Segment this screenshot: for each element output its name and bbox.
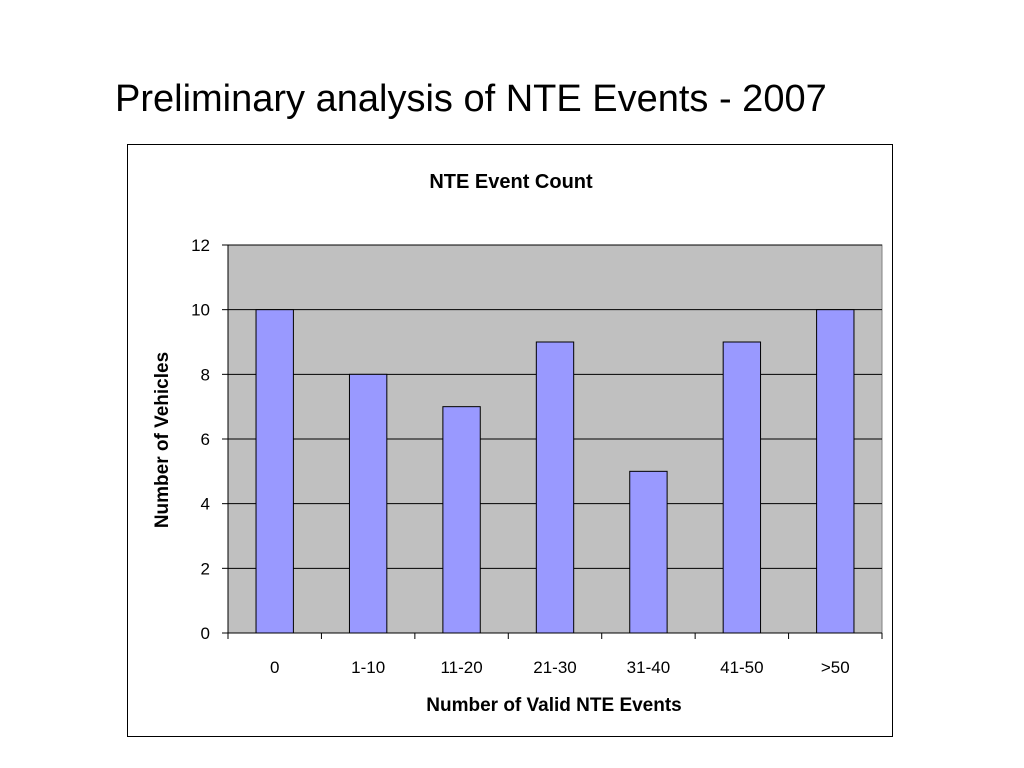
y-tick-labels: 0 2 4 6 8 10 12 <box>191 236 210 643</box>
x-tick-label: >50 <box>821 658 850 677</box>
y-tick-label: 6 <box>201 430 210 449</box>
bar-41-50 <box>722 341 762 634</box>
y-tick-label: 12 <box>191 236 210 255</box>
x-tick-label: 21-30 <box>533 658 576 677</box>
y-tick-label: 4 <box>201 495 210 514</box>
bar->50 <box>816 309 855 634</box>
bar-1-10 <box>348 373 388 634</box>
y-tick-label: 10 <box>191 301 210 320</box>
y-tick-label: 8 <box>201 365 210 384</box>
y-tick-label: 2 <box>201 559 210 578</box>
x-tick-label: 31-40 <box>627 658 670 677</box>
x-tick-labels: 0 1-10 11-20 21-30 31-40 41-50 >50 <box>270 658 850 677</box>
bar-0 <box>255 309 294 634</box>
x-tick-label: 41-50 <box>720 658 763 677</box>
y-axis-label: Number of Vehicles <box>152 352 173 528</box>
x-tick-label: 11-20 <box>440 658 482 677</box>
axes <box>222 244 883 639</box>
x-axis-label: Number of Valid NTE Events <box>426 695 682 716</box>
bars <box>255 309 855 634</box>
chart-title: NTE Event Count <box>429 171 593 193</box>
slide-title: Preliminary analysis of NTE Events - 200… <box>115 78 827 120</box>
bar-21-30 <box>535 341 575 634</box>
y-tick-label: 0 <box>201 624 210 643</box>
bar-11-20 <box>442 406 481 634</box>
x-tick-label: 1-10 <box>351 658 385 677</box>
bar-31-40 <box>629 470 668 634</box>
x-tick-label: 0 <box>270 658 279 677</box>
